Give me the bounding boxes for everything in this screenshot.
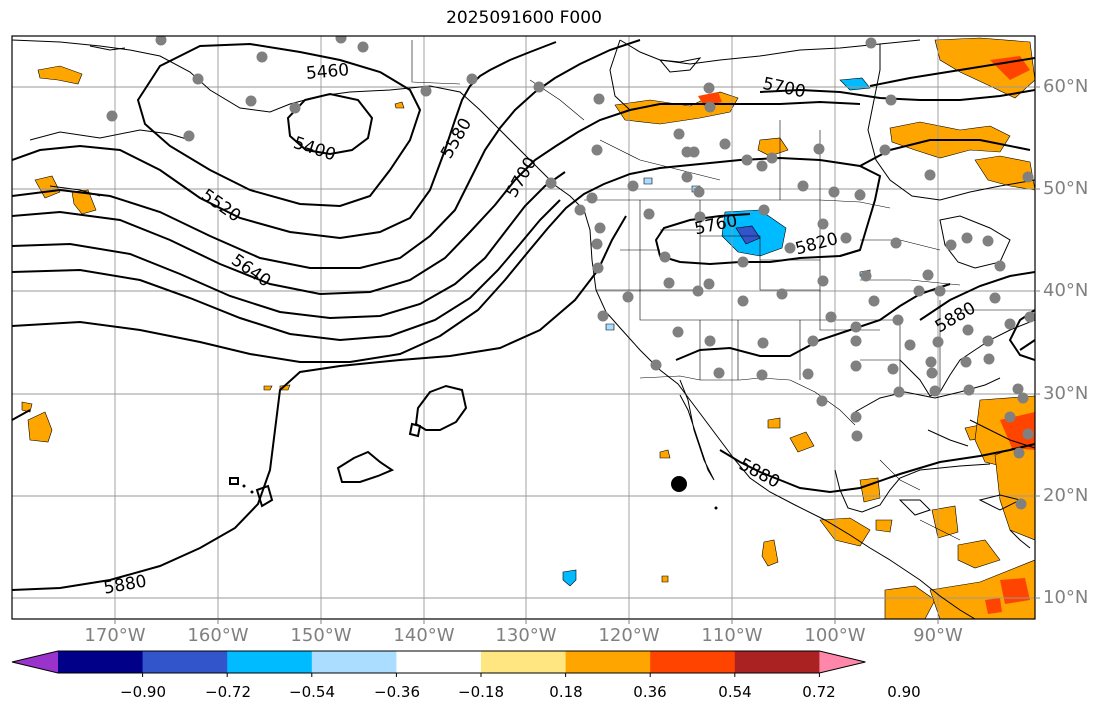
colorbar-segment xyxy=(734,651,820,673)
lat-label: 10°N xyxy=(1043,587,1089,608)
lon-label: 160°W xyxy=(187,625,249,646)
lon-label: 100°W xyxy=(804,625,866,646)
colorbar-extend-max xyxy=(819,651,866,673)
contour-label: 5520 xyxy=(197,185,244,226)
lat-label: 30°N xyxy=(1043,383,1089,404)
lat-label: 40°N xyxy=(1043,280,1089,301)
map-title: 2025091600 F000 xyxy=(446,8,602,28)
lat-label: 60°N xyxy=(1043,76,1089,97)
colorbar-tick-label: 0.72 xyxy=(802,683,836,701)
colorbar-tick-label: −0.18 xyxy=(458,683,504,701)
small-islands xyxy=(242,476,718,510)
colorbar-segment xyxy=(650,651,736,673)
colorbar-tick-label: 0.90 xyxy=(887,683,921,701)
lon-label: 170°W xyxy=(84,625,146,646)
colorbar-segment xyxy=(58,651,144,673)
colorbar-tick-label: 0.18 xyxy=(549,683,583,701)
colorbar-segment xyxy=(481,651,567,673)
contour-label: 5460 xyxy=(305,60,350,84)
colorbar-segment xyxy=(396,651,482,673)
colorbar-tick-label: −0.72 xyxy=(205,683,251,701)
map-frame xyxy=(11,35,1036,620)
colorbar-segment xyxy=(142,651,228,673)
graticule xyxy=(12,36,1035,619)
lon-label: 120°W xyxy=(598,625,660,646)
contour-label: 5820 xyxy=(793,229,840,260)
height-contours xyxy=(12,39,1035,591)
lon-label: 110°W xyxy=(701,625,763,646)
colorbar xyxy=(11,650,866,677)
contour-label: 5400 xyxy=(291,133,338,165)
colorbar-outline xyxy=(11,650,866,674)
contour-label: 5700 xyxy=(502,154,541,201)
colorbar-segment xyxy=(311,651,397,673)
axis-ticks xyxy=(114,86,1040,624)
colorbar-segment xyxy=(227,651,313,673)
contour-label: 5700 xyxy=(761,74,807,103)
lon-label: 90°W xyxy=(913,625,963,646)
colorbar-tick-label: −0.54 xyxy=(289,683,335,701)
colorbar-tick-label: −0.36 xyxy=(374,683,420,701)
station-dots xyxy=(106,36,1035,510)
lon-label: 150°W xyxy=(290,625,352,646)
colorbar-segment xyxy=(565,651,651,673)
colorbar-extend-min xyxy=(12,651,58,673)
lat-label: 50°N xyxy=(1043,178,1089,199)
contour-label: 5640 xyxy=(227,250,274,291)
colorbar-tick-label: −0.90 xyxy=(120,683,166,701)
contour-label: 5880 xyxy=(102,571,148,598)
colorbar-tick-label: 0.54 xyxy=(718,683,752,701)
contour-label: 5880 xyxy=(736,455,784,493)
contour-label: 5580 xyxy=(437,115,476,162)
lat-label: 20°N xyxy=(1043,485,1089,506)
lon-label: 130°W xyxy=(495,625,557,646)
islands xyxy=(229,384,468,508)
anomaly-fills xyxy=(21,37,1035,619)
anomaly-fills-blue xyxy=(562,77,871,587)
lon-label: 140°W xyxy=(393,625,455,646)
coastlines xyxy=(12,39,1035,619)
colorbar-tick-label: 0.36 xyxy=(633,683,667,701)
